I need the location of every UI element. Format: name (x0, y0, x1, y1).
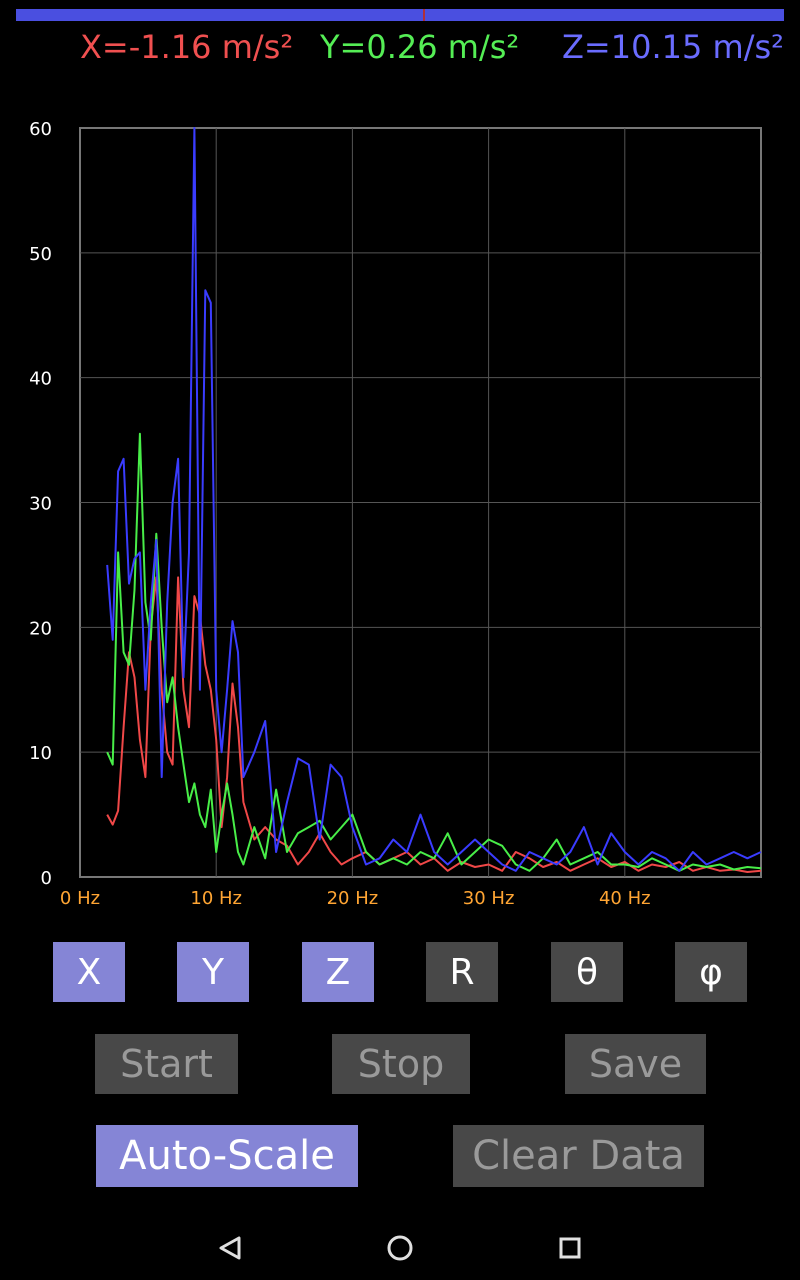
theta-axis-button[interactable]: θ (551, 942, 623, 1002)
save-button[interactable]: Save (565, 1034, 706, 1094)
start-button[interactable]: Start (95, 1034, 238, 1094)
recents-square-icon[interactable] (559, 1237, 581, 1259)
x-tick-label: 20 Hz (327, 888, 379, 909)
x-tick-label: 10 Hz (190, 888, 242, 909)
x-axis-button[interactable]: X (53, 942, 125, 1002)
z-axis-button[interactable]: Z (302, 942, 374, 1002)
clear-data-button[interactable]: Clear Data (453, 1125, 704, 1187)
stop-button[interactable]: Stop (332, 1034, 470, 1094)
back-triangle-icon[interactable] (219, 1236, 241, 1260)
series-line-y (106, 432, 762, 872)
y-readout: Y=0.26 m/s² (320, 28, 520, 66)
x-tick-label: 40 Hz (599, 888, 651, 909)
series-lines (106, 127, 762, 873)
x-tick-label: 30 Hz (463, 888, 515, 909)
series-line-x (106, 576, 762, 873)
phi-axis-button[interactable]: φ (675, 942, 747, 1002)
series-line-z (106, 127, 762, 872)
auto-scale-button[interactable]: Auto-Scale (96, 1125, 358, 1187)
progress-marker (423, 9, 425, 21)
y-tick-label: 10 (29, 743, 52, 764)
y-tick-label: 20 (29, 618, 52, 639)
x-ticks: 0 Hz 10 Hz 20 Hz 30 Hz 40 Hz (60, 888, 651, 909)
progress-bar (16, 9, 784, 21)
x-readout: X=-1.16 m/s² (80, 28, 294, 66)
y-tick-label: 60 (29, 119, 52, 140)
r-axis-button[interactable]: R (426, 942, 498, 1002)
z-readout: Z=10.15 m/s² (562, 28, 784, 66)
navigation-bar (219, 1235, 581, 1261)
y-ticks: 0 10 20 30 40 50 60 (29, 119, 52, 889)
fft-chart: 0 10 20 30 40 50 60 0 Hz 10 Hz 20 Hz 30 Hz 40 Hz (29, 119, 762, 909)
y-axis-button[interactable]: Y (177, 942, 249, 1002)
x-tick-label: 0 Hz (60, 888, 100, 909)
y-tick-label: 50 (29, 244, 52, 265)
y-tick-label: 0 (41, 868, 52, 889)
y-tick-label: 30 (29, 494, 52, 515)
y-tick-label: 40 (29, 369, 52, 390)
home-circle-icon[interactable] (387, 1235, 413, 1261)
